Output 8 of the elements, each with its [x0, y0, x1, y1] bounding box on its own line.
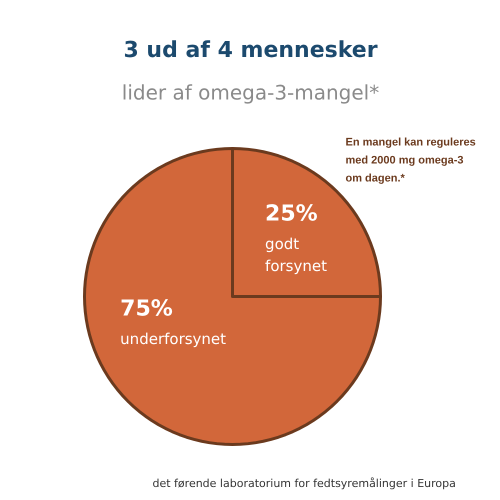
data-label: 25% — [265, 201, 318, 226]
data-label: 75% — [120, 296, 173, 322]
chart-title: 3 ud af 4 mennesker — [123, 38, 378, 63]
text: En mangel kan reguleres med 2000 mg omega-3 om dagen.* — [346, 136, 476, 184]
chart-subtitle: lider af omega-3-mangel* — [122, 80, 380, 104]
text: det førende laboratorium for fedtsyremålinger i Europa — [152, 477, 456, 490]
slice-label: underforsynet — [120, 330, 226, 348]
slice-label: godt forsynet — [265, 234, 328, 275]
